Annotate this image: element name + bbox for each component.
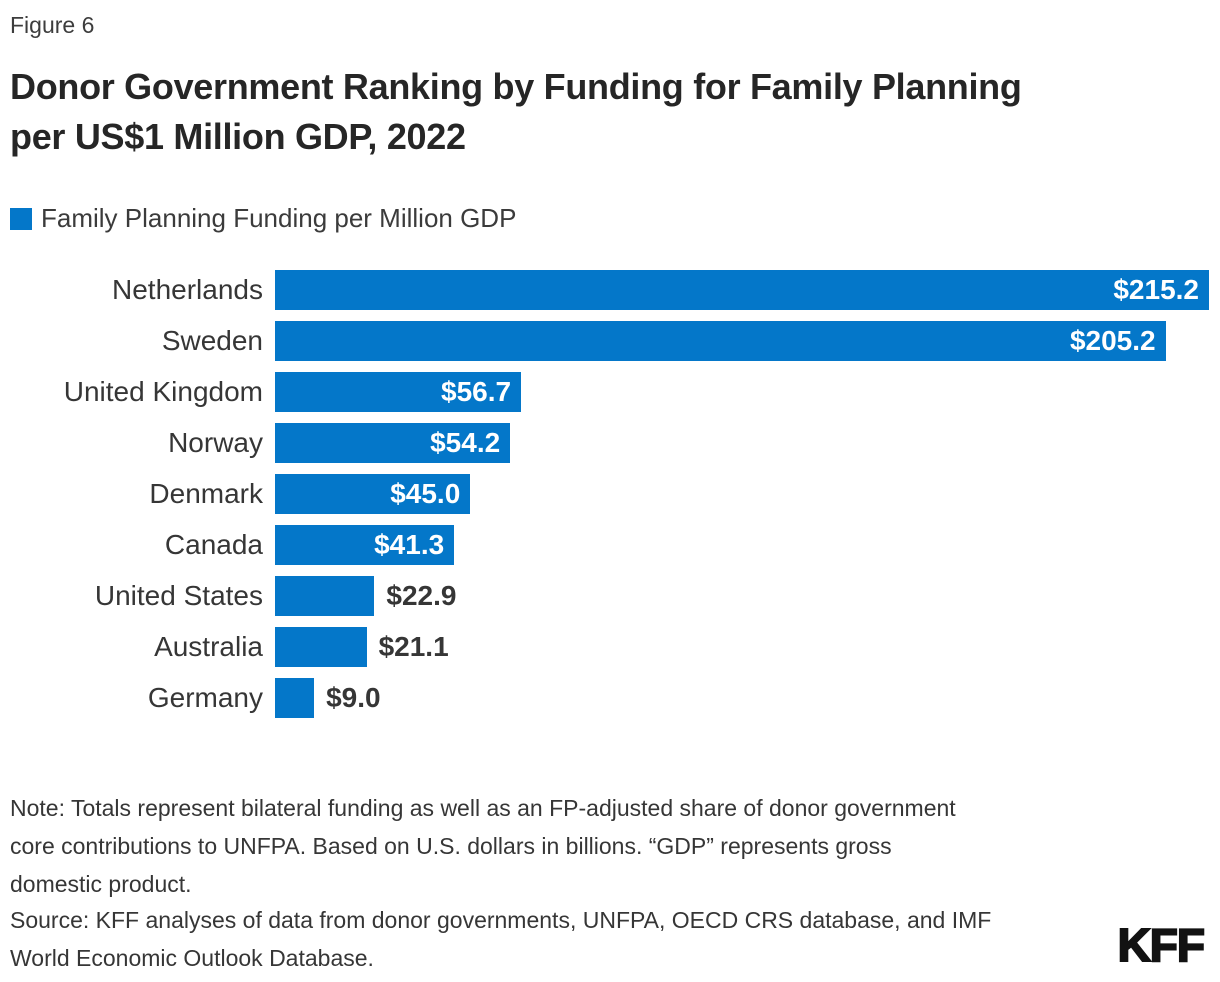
category-label: United States (94, 580, 263, 611)
value-label: $21.1 (378, 631, 449, 662)
bar-row: Norway $54.2 (10, 423, 1215, 463)
category-label: Canada (164, 529, 263, 560)
bar-row: Netherlands $215.2 (10, 270, 1215, 310)
value-label: $54.2 (430, 427, 501, 458)
bar: $45.0 (275, 474, 471, 514)
bar-row: Canada $41.3 (10, 525, 1215, 565)
bar: $205.2 (275, 321, 1166, 361)
category-label: Germany (147, 682, 263, 713)
legend-label: Family Planning Funding per Million GDP (41, 203, 517, 233)
value-label: $45.0 (390, 478, 461, 509)
value-label: $41.3 (374, 529, 445, 560)
kff-logo: KFF (1117, 918, 1206, 972)
bar: $54.2 (275, 423, 511, 463)
source-text: Source: KFF analyses of data from donor … (10, 907, 992, 971)
note-text: Note: Totals represent bilateral funding… (10, 795, 956, 897)
bar-row: United Kingdom $56.7 (10, 372, 1215, 412)
category-label: Australia (154, 631, 263, 662)
value-label: $56.7 (441, 376, 512, 407)
chart-legend: Family Planning Funding per Million GDP (10, 203, 516, 234)
bar-row: Germany $9.0 (10, 678, 1215, 718)
bar-row: Sweden $205.2 (10, 321, 1215, 361)
bar: $41.3 (275, 525, 455, 565)
bar-chart: Netherlands $215.2 Sweden $205.2 United King… (10, 270, 1215, 729)
figure-number-label: Figure 6 (10, 12, 95, 38)
category-label: Norway (168, 427, 263, 458)
category-label: Denmark (149, 478, 263, 509)
page-title: Donor Government Ranking by Funding for … (10, 66, 1022, 157)
bar (275, 576, 375, 616)
bar: $56.7 (275, 372, 522, 412)
bar: $215.2 (275, 270, 1209, 310)
value-label: $9.0 (326, 682, 381, 713)
bar-row: Denmark $45.0 (10, 474, 1215, 514)
bar-row: Australia $21.1 (10, 627, 1215, 667)
category-label: Sweden (161, 325, 263, 356)
bar (275, 678, 315, 718)
bar (275, 627, 367, 667)
bar-row: United States $22.9 (10, 576, 1215, 616)
value-label: $205.2 (1069, 325, 1156, 356)
category-label: United Kingdom (63, 376, 263, 407)
value-label: $215.2 (1113, 274, 1199, 305)
category-label: Netherlands (112, 274, 263, 305)
value-label: $22.9 (386, 580, 457, 611)
legend-swatch-icon (10, 207, 32, 230)
